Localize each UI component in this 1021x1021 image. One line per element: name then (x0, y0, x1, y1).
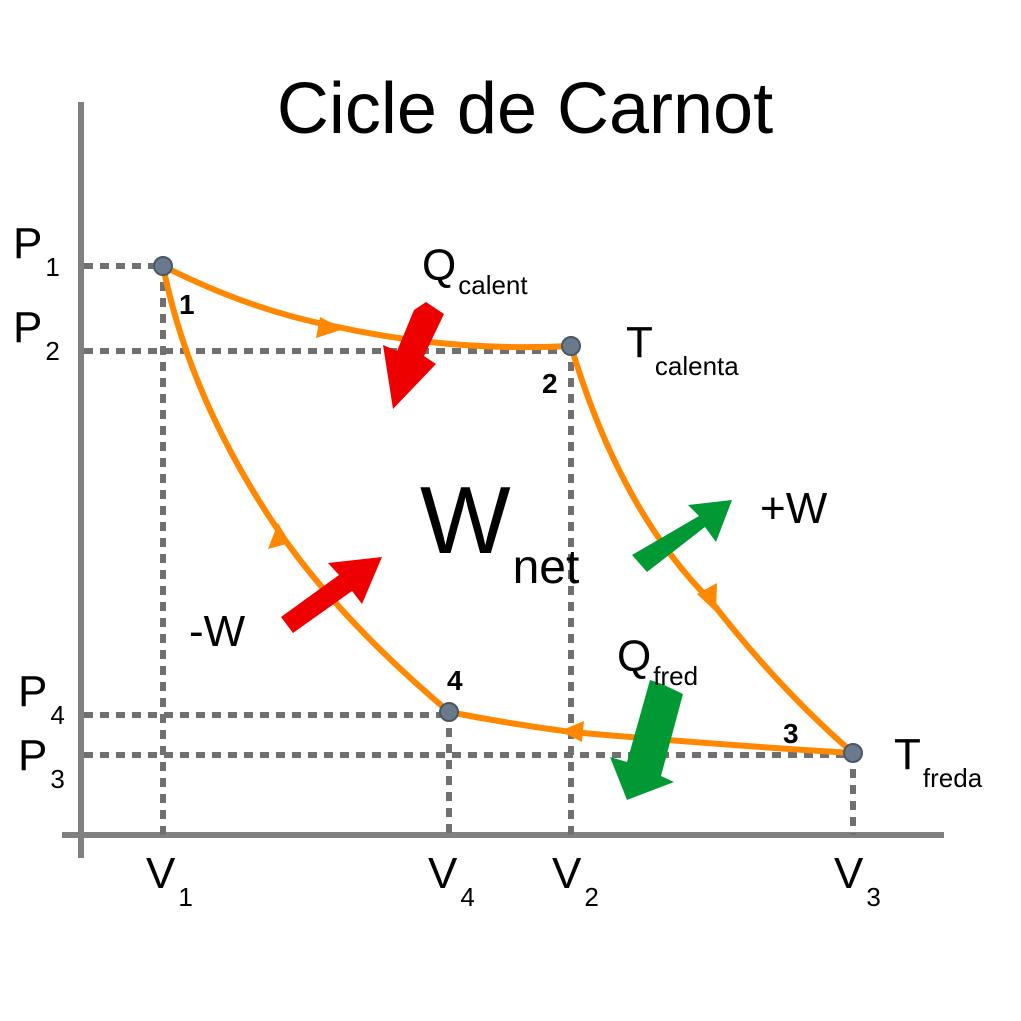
point-label-1: 1 (179, 289, 195, 320)
q-cold-main: Q (617, 632, 651, 681)
w-plus-arrow (632, 500, 732, 572)
p4-main: P (18, 667, 47, 716)
v2-sub: 2 (584, 882, 598, 912)
isotherm-hot-curve (161, 263, 334, 329)
direction-arrows (268, 317, 717, 742)
v1-main: V (146, 849, 176, 898)
state-point-3 (843, 743, 863, 763)
v1-sub: 1 (178, 882, 192, 912)
t-hot-sub: calenta (655, 351, 739, 381)
w-net-label: Wnet (420, 467, 579, 594)
cycle-curves (160, 263, 855, 756)
point-label-2: 2 (542, 368, 558, 399)
isotherm-cold-curve-end (448, 709, 572, 735)
direction-arrow-2-3 (697, 583, 717, 612)
p4-sub: 4 (50, 700, 64, 730)
state-point-4 (439, 702, 459, 722)
w-minus-arrow (281, 557, 382, 633)
v2-main: V (552, 849, 582, 898)
p1-main: P (13, 219, 42, 268)
q-hot-label: Qcalent (422, 241, 528, 300)
p3-main: P (18, 731, 47, 780)
v4-sub: 4 (460, 882, 474, 912)
q-cold-label: Qfred (617, 632, 698, 691)
adiabat-expansion-curve (568, 345, 713, 603)
w-minus-label: -W (189, 607, 246, 656)
w-net-sub: net (513, 541, 580, 594)
direction-arrow-1-2 (316, 317, 344, 338)
t-cold-sub: freda (923, 763, 983, 793)
v4-main: V (428, 849, 458, 898)
point-label-3: 3 (783, 718, 799, 749)
v3-main: V (834, 849, 864, 898)
p1-sub: 1 (45, 252, 59, 282)
isotherm-hot-curve-end (332, 323, 572, 351)
direction-arrow-4-1 (268, 523, 290, 549)
v3-sub: 3 (866, 882, 880, 912)
state-point-1 (153, 256, 173, 276)
t-cold-main: T (894, 730, 921, 779)
adiabat-compression-curve (275, 528, 451, 715)
diagram-title: Cicle de Carnot (277, 69, 773, 149)
adiabat-expansion-curve-end (707, 598, 855, 756)
state-point-2 (561, 336, 581, 356)
p3-sub: 3 (50, 764, 64, 794)
q-hot-arrow (383, 302, 444, 409)
q-cold-sub: fred (653, 661, 698, 691)
q-hot-sub: calent (458, 270, 528, 300)
state-points (153, 256, 863, 763)
guide-lines (84, 263, 856, 835)
isotherm-cold-curve (570, 729, 854, 756)
p2-main: P (13, 303, 42, 352)
q-cold-arrow (610, 680, 683, 800)
direction-arrow-3-4 (560, 721, 584, 742)
p2-sub: 2 (45, 336, 59, 366)
t-hot-label: Tcalenta (626, 318, 739, 381)
point-label-4: 4 (447, 665, 463, 696)
adiabat-compression-curve-end (160, 265, 281, 532)
w-net-main: W (420, 467, 511, 574)
t-hot-main: T (626, 318, 653, 367)
t-cold-label: Tfreda (894, 730, 983, 793)
q-hot-main: Q (422, 241, 456, 290)
w-plus-label: +W (760, 484, 828, 533)
